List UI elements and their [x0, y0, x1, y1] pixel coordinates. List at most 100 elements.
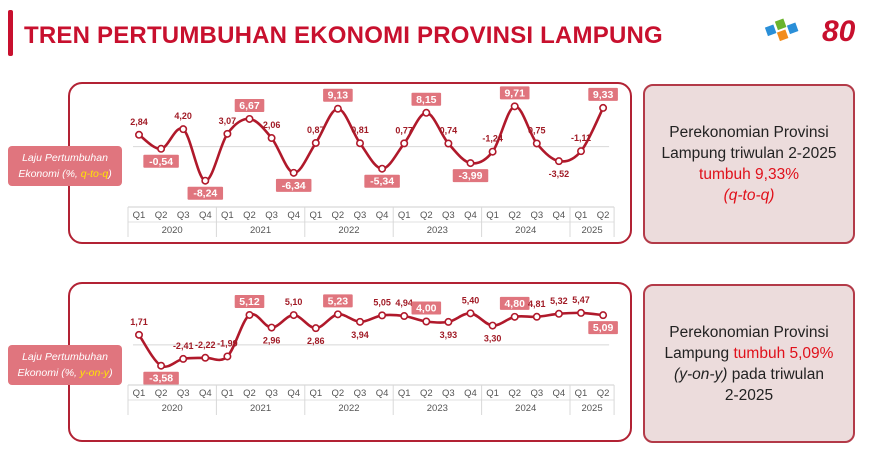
- qtoq-tick-21: Q2: [597, 210, 610, 221]
- yony-tick-2: Q3: [177, 388, 190, 399]
- qtoq-tick-4: Q1: [221, 210, 234, 221]
- qtoq-point-5: [245, 114, 254, 123]
- yony-data-label-13: 4,00: [416, 303, 437, 315]
- qtoq-tick-0: Q1: [133, 210, 146, 221]
- yony-point-0: [135, 330, 144, 339]
- yony-tick-9: Q2: [332, 388, 345, 399]
- qtoq-tick-15: Q4: [464, 210, 477, 221]
- yony-point-10: [355, 317, 364, 326]
- qtoq-point-11: [378, 164, 387, 173]
- qtoq-data-label-9: 9,13: [328, 90, 349, 102]
- qtoq-data-label-1: -0,54: [149, 156, 173, 168]
- qtoq-label-box-11: [364, 174, 400, 188]
- qtoq-point-15: [466, 159, 475, 168]
- qtoq-point-17: [510, 102, 519, 111]
- qtoq-point-3: [201, 176, 210, 185]
- qtoq-tick-17: Q2: [508, 210, 521, 221]
- yony-point-3: [201, 353, 210, 362]
- qtoq-year-label-0: 2020: [162, 225, 183, 236]
- qtoq-tick-19: Q4: [553, 210, 566, 221]
- yony-point-2: [179, 354, 188, 363]
- yony-info-line3-suffix: pada triwulan: [727, 365, 824, 383]
- yony-point-13: [422, 317, 431, 326]
- yony-point-21: [599, 311, 608, 320]
- qtoq-data-label-6: 2,06: [263, 120, 281, 130]
- qtoq-data-label-3: -8,24: [193, 188, 217, 200]
- qtoq-data-label-4: 3,07: [219, 116, 237, 126]
- qtoq-point-9: [333, 104, 342, 113]
- yony-year-label-3: 2023: [427, 403, 448, 414]
- yony-data-label-17: 4,80: [504, 298, 525, 310]
- qtoq-info-line3: tumbuh 9,33%: [699, 166, 799, 183]
- yony-label-box-1: [143, 371, 179, 385]
- yony-side-label: Laju Pertumbuhan Ekonomi (%, y-on-y): [8, 345, 122, 385]
- yony-label-box-17: [499, 296, 530, 310]
- qtoq-point-10: [355, 139, 364, 148]
- qtoq-data-label-21: 9,33: [593, 89, 614, 101]
- yony-data-label-4: -1,99: [217, 338, 238, 348]
- qtoq-point-1: [157, 144, 166, 153]
- qtoq-side-label-prefix: Ekonomi (%,: [18, 168, 81, 180]
- yony-tick-12: Q1: [398, 388, 411, 399]
- yony-data-label-5: 5,12: [239, 296, 260, 308]
- qtoq-point-0: [135, 130, 144, 139]
- yony-side-label-suffix: ): [109, 367, 113, 379]
- anniversary-80: 80: [822, 15, 856, 48]
- qtoq-year-label-2: 2022: [338, 225, 359, 236]
- qtoq-side-label-unit: q-to-q: [80, 168, 109, 180]
- qtoq-info-line2: Lampung triwulan 2-2025: [661, 145, 837, 162]
- yony-data-label-3: -2,22: [195, 340, 216, 350]
- qtoq-label-box-3: [187, 186, 224, 200]
- qtoq-data-label-2: 4,20: [174, 111, 192, 121]
- qtoq-point-13: [422, 108, 431, 117]
- yony-data-label-21: 5,09: [593, 322, 614, 334]
- yony-tick-6: Q3: [265, 388, 278, 399]
- qtoq-point-20: [576, 147, 585, 156]
- qtoq-label-box-17: [499, 86, 530, 100]
- qtoq-point-12: [400, 139, 409, 148]
- yony-tick-3: Q4: [199, 388, 212, 399]
- qtoq-point-21: [599, 103, 608, 112]
- bps-logo-icon: [764, 18, 799, 42]
- yony-info-line4: 2-2025: [724, 386, 774, 404]
- yony-tick-0: Q1: [133, 388, 146, 399]
- qtoq-label-box-15: [452, 169, 489, 183]
- yony-point-12: [400, 312, 409, 321]
- title-accent-bar: [8, 10, 13, 56]
- qtoq-data-label-13: 8,15: [416, 94, 437, 106]
- qtoq-data-label-20: -1,11: [571, 133, 591, 143]
- qtoq-info-box: Perekonomian Provinsi Lampung triwulan 2…: [643, 84, 855, 244]
- page-title: TREN PERTUMBUHAN EKONOMI PROVINSI LAMPUN…: [24, 22, 663, 49]
- qtoq-data-label-15: -3,99: [459, 170, 483, 182]
- yony-info-line1: Perekonomian Provinsi: [669, 323, 829, 341]
- yony-point-7: [289, 311, 298, 320]
- yony-info-line2-prefix: Lampung: [664, 344, 734, 362]
- yony-data-label-2: -2,41: [173, 341, 194, 351]
- yony-tick-14: Q3: [442, 388, 455, 399]
- yony-tick-4: Q1: [221, 388, 234, 399]
- qtoq-label-box-1: [143, 154, 179, 168]
- qtoq-point-7: [289, 168, 298, 177]
- qtoq-point-18: [532, 139, 541, 148]
- yony-tick-18: Q3: [530, 388, 543, 399]
- qtoq-year-label-4: 2024: [515, 225, 536, 236]
- yony-tick-17: Q2: [508, 388, 521, 399]
- yony-data-label-14: 3,93: [440, 330, 458, 340]
- yony-tick-5: Q2: [243, 388, 256, 399]
- qtoq-point-8: [311, 138, 320, 147]
- yony-tick-7: Q4: [287, 388, 300, 399]
- qtoq-data-label-18: 0,75: [528, 125, 546, 135]
- yony-label-box-21: [588, 321, 618, 335]
- yony-tick-13: Q2: [420, 388, 433, 399]
- qtoq-year-label-1: 2021: [250, 225, 271, 236]
- yony-point-16: [488, 321, 497, 330]
- yony-data-label-6: 2,96: [263, 336, 281, 346]
- yony-data-label-7: 5,10: [285, 297, 303, 307]
- qtoq-info-line4: (q-to-q): [723, 187, 775, 204]
- yony-point-15: [466, 309, 475, 318]
- qtoq-point-4: [223, 129, 232, 138]
- yony-data-label-12: 4,94: [395, 298, 413, 308]
- yony-tick-11: Q4: [376, 388, 389, 399]
- yony-point-8: [311, 324, 320, 333]
